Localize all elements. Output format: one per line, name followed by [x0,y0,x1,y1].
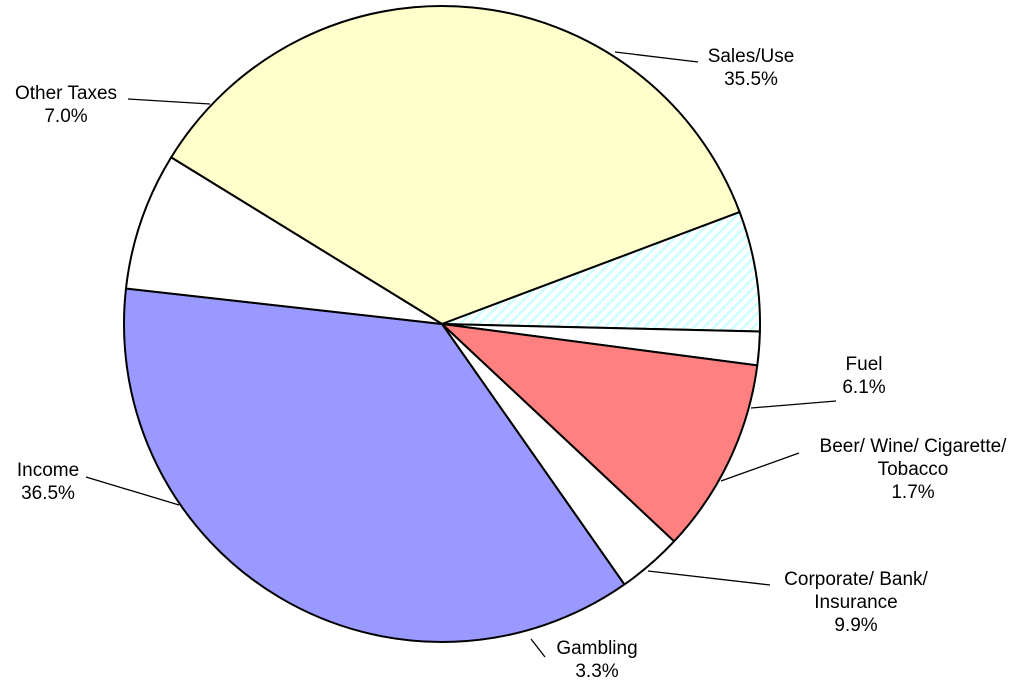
slice-name-corporate-bank-insurance: Corporate/ Bank/ [784,569,928,590]
slice-name-gambling: Gambling [556,638,637,659]
leader-line-other-taxes [127,98,211,105]
slice-label-gambling: Gambling 3.3% [556,638,637,682]
pie-slice-other-taxes [124,156,443,325]
pie-slices [123,4,761,643]
slice-label-fuel: Fuel 6.1% [842,354,885,398]
slice-name-sales-use: Sales/Use [708,46,795,67]
leader-lines [85,51,837,658]
slice-name-corporate-bank-insurance: Insurance [814,592,897,613]
pie-slice-corporate-bank-insurance [441,323,759,543]
slice-name-beer-wine-cigarette-tobacco: Tobacco [878,459,949,480]
slice-value-other-taxes: 7.0% [44,106,87,127]
slice-label-income: Income 36.5% [17,460,79,504]
slice-name-beer-wine-cigarette-tobacco: Beer/ Wine/ Cigarette/ [820,436,1008,457]
slice-value-income: 36.5% [21,483,75,504]
slice-label-other-taxes: Other Taxes 7.0% [15,83,117,127]
slice-labels: Sales/Use 35.5% Fuel 6.1% Beer/ Wine/ Cigare… [15,46,1007,682]
slice-name-fuel: Fuel [846,354,883,375]
slice-value-fuel: 6.1% [842,377,885,398]
leader-line-sales-use [614,51,699,63]
slice-label-sales-use: Sales/Use 35.5% [708,46,795,90]
pie-slice-fuel [441,211,761,333]
leader-line-corporate-bank-insurance [647,570,771,586]
slice-label-corporate-bank-insurance: Corporate/ Bank/Insurance 9.9% [784,569,928,636]
leader-line-fuel [750,400,837,409]
slice-value-sales-use: 35.5% [724,69,778,90]
leader-line-gambling [530,638,546,658]
leader-line-income [85,476,180,506]
slice-label-beer-wine-cigarette-tobacco: Beer/ Wine/ Cigarette/Tobacco 1.7% [820,436,1008,503]
slice-value-beer-wine-cigarette-tobacco: 1.7% [891,482,934,503]
slice-name-other-taxes: Other Taxes [15,83,117,104]
slice-value-corporate-bank-insurance: 9.9% [834,615,877,636]
pie-slice-income [123,287,626,643]
slice-name-income: Income [17,460,79,481]
leader-line-beer-wine-cigarette-tobacco [720,452,800,482]
slice-value-gambling: 3.3% [575,661,618,682]
